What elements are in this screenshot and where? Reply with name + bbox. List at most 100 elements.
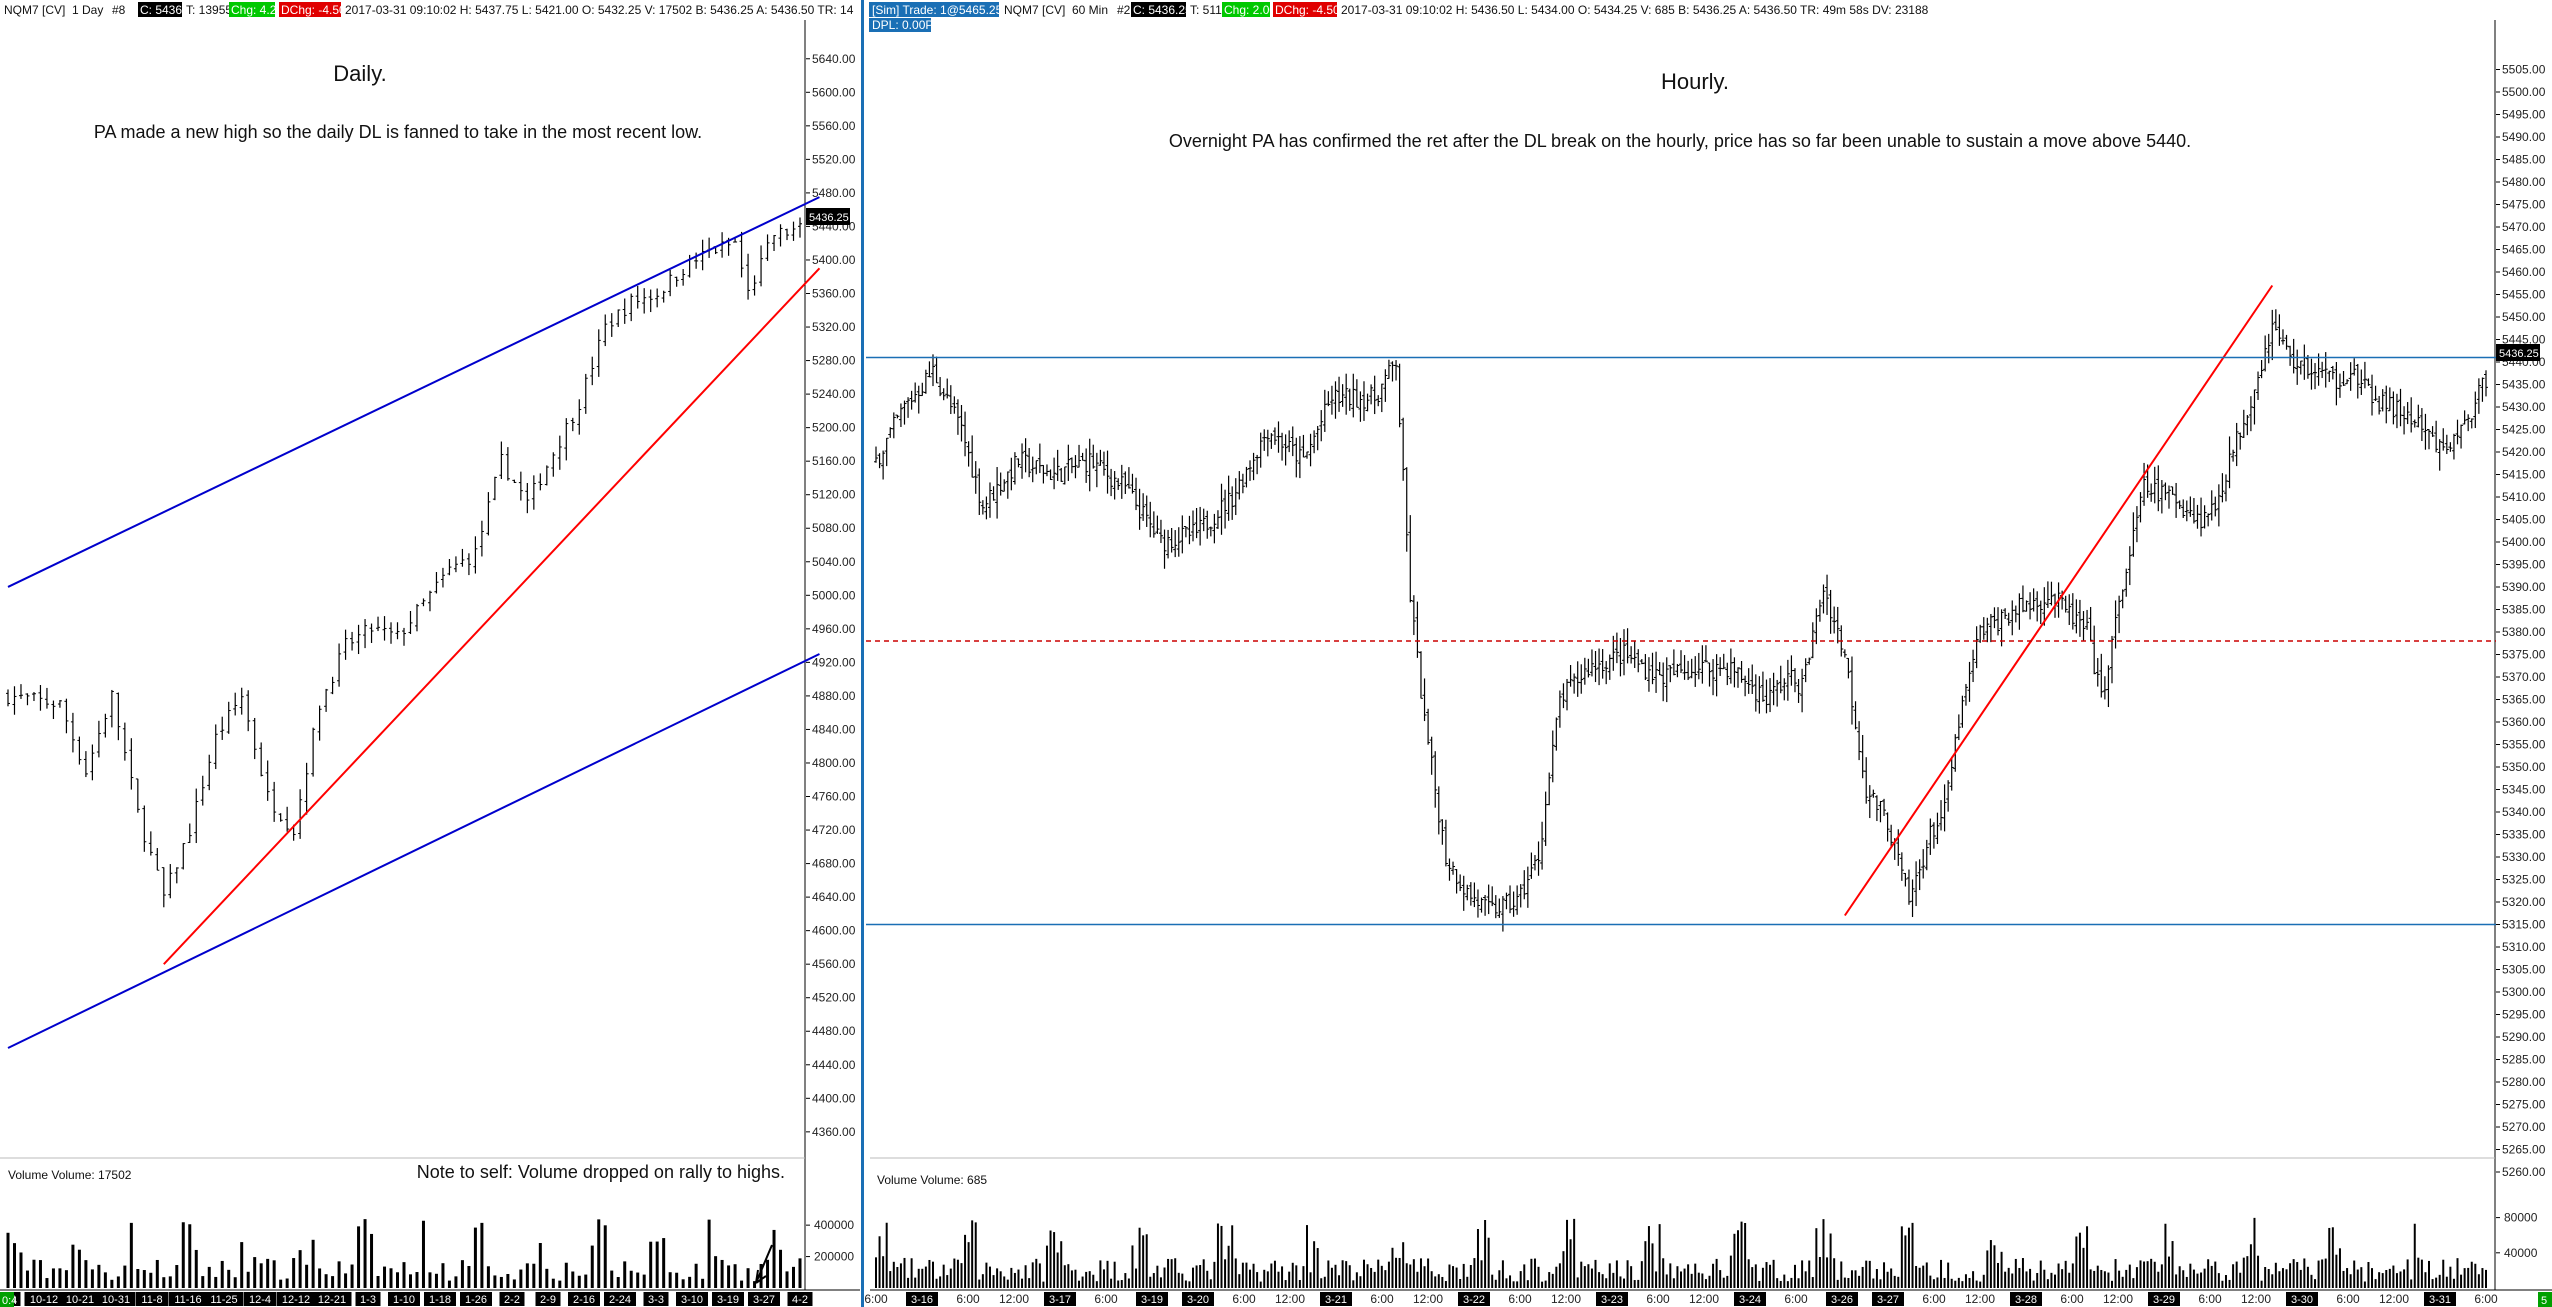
h-price-tick-label: 5315.00 <box>2502 918 2546 932</box>
hourly-volume-bars <box>875 1217 2487 1288</box>
hourly-corner-badge-text: 5 <box>2541 1295 2547 1307</box>
daily-corner-badge: 0:4 <box>0 1292 17 1307</box>
h-date-tick-box <box>1320 1292 1352 1306</box>
h-price-tick-label: 5370.00 <box>2502 670 2546 684</box>
h-price-tick-label: 5270.00 <box>2502 1120 2546 1134</box>
d-price-tick-label: 5240.00 <box>812 387 856 401</box>
h-time-tick-label: 6:00 <box>1922 1292 1946 1306</box>
d-date-tick-label: 3-19 <box>717 1294 739 1306</box>
d-date-tick-label: 2-16 <box>573 1294 595 1306</box>
h-date-tick-label: 3-27 <box>1877 1294 1899 1306</box>
h-price-tick-label: 5445.00 <box>2502 333 2546 347</box>
d-price-tick-label: 4480.00 <box>812 1024 856 1038</box>
hourly-last-price: 5436.25 <box>2499 348 2539 360</box>
h-price-tick-label: 5485.00 <box>2502 153 2546 167</box>
h-date-tick-label: 3-20 <box>1187 1294 1209 1306</box>
hourly-note: Overnight PA has confirmed the ret after… <box>1169 131 2191 151</box>
h-price-tick-label: 5450.00 <box>2502 310 2546 324</box>
hourly-last: C: 5436.25 <box>1133 3 1192 17</box>
d-trendline-channel-upper <box>7 196 820 588</box>
h-time-tick-label: 6:00 <box>2336 1292 2360 1306</box>
h-date-tick-box <box>1136 1292 1168 1306</box>
d-date-tick-box <box>96 1292 136 1306</box>
h-time-tick-label: 6:00 <box>2474 1292 2498 1306</box>
d-price-tick-label: 5000.00 <box>812 588 856 602</box>
h-date-tick-box <box>2286 1292 2318 1306</box>
h-price-tick-label: 5390.00 <box>2502 580 2546 594</box>
daily-tab: #8 <box>112 3 126 17</box>
h-price-tick-label: 5300.00 <box>2502 985 2546 999</box>
d-date-tick-box <box>424 1292 456 1306</box>
h-date-tick-box <box>1596 1292 1628 1306</box>
h-price-tick-label: 5475.00 <box>2502 198 2546 212</box>
h-date-tick-label: 3-30 <box>2291 1294 2313 1306</box>
daily-date-tick-labels: 3-410-1210-2110-3111-811-1611-2512-412-1… <box>0 1292 813 1306</box>
daily-header: NQM7 [CV] 1 Day #8 C: 5436.25 T: 13955 C… <box>4 2 854 17</box>
hourly-ticks: T: 511 <box>1190 3 1222 17</box>
h-date-tick-box <box>2010 1292 2042 1306</box>
d-date-tick-label: 10-12 <box>30 1294 58 1306</box>
d-price-tick-label: 4640.00 <box>812 890 856 904</box>
h-price-tick-label: 5395.00 <box>2502 558 2546 572</box>
d-price-tick-label: 5360.00 <box>812 287 856 301</box>
h-time-tick-label: 6:00 <box>1646 1292 1670 1306</box>
h-time-tick-label: 6:00 <box>1094 1292 1118 1306</box>
d-price-tick-label: 4880.00 <box>812 689 856 703</box>
daily-volume-tick-labels: 400000 200000 <box>806 1218 854 1264</box>
d-date-tick-label: 1-26 <box>465 1294 487 1306</box>
h-price-tick-label: 5260.00 <box>2502 1165 2546 1179</box>
daily-chg: Chg: 4.25 <box>231 3 283 17</box>
h-price-tick-label: 5455.00 <box>2502 288 2546 302</box>
d-date-tick-label: 2-9 <box>540 1294 556 1306</box>
d-price-tick-label: 4800.00 <box>812 756 856 770</box>
h-date-tick-label: 3-21 <box>1325 1294 1347 1306</box>
daily-drawn-lines <box>7 196 821 1049</box>
d-date-tick-label: 3-27 <box>753 1294 775 1306</box>
h-date-tick-label: 3-24 <box>1739 1294 1761 1306</box>
h-price-tick-label: 5340.00 <box>2502 805 2546 819</box>
d-price-tick-label: 4840.00 <box>812 722 856 736</box>
d-date-tick-box <box>676 1292 708 1306</box>
h-time-tick-label: 6:00 <box>1232 1292 1256 1306</box>
d-date-tick-box <box>168 1292 208 1306</box>
h-date-tick-label: 3-26 <box>1831 1294 1853 1306</box>
hourly-chart-panel[interactable]: 5505.00 5500.00 5495.00 5490.00 5485.00 5480.… <box>864 0 2552 1307</box>
d-trendline-channel-lower <box>7 653 820 1049</box>
d-price-tick-label: 5600.00 <box>812 85 856 99</box>
h-price-tick-label: 5495.00 <box>2502 108 2546 122</box>
h-price-tick-label: 5425.00 <box>2502 423 2546 437</box>
h-price-tick-label: 5405.00 <box>2502 513 2546 527</box>
hourly-corner-badge: 5 <box>2538 1292 2552 1307</box>
daily-chart-panel[interactable]: 5640.005600.005560.005520.005480.005440.… <box>0 0 860 1307</box>
h-time-tick-label: 6:00 <box>1370 1292 1394 1306</box>
h-date-tick-box <box>1872 1292 1904 1306</box>
d-date-tick-box <box>204 1292 244 1306</box>
d-date-tick-box <box>136 1292 168 1306</box>
h-time-tick-label: 12:00 <box>2379 1292 2409 1306</box>
h-price-tick-label: 5400.00 <box>2502 535 2546 549</box>
h-time-tick-label: 12:00 <box>1965 1292 1995 1306</box>
d-date-tick-label: 2-2 <box>504 1294 520 1306</box>
h-price-tick-label: 5330.00 <box>2502 850 2546 864</box>
h-date-tick-box <box>906 1292 938 1306</box>
d-price-tick-label: 5040.00 <box>812 555 856 569</box>
d-volume-tick-label: 400000 <box>814 1218 854 1232</box>
daily-symbol: NQM7 [CV] <box>4 3 65 17</box>
h-time-tick-label: 12:00 <box>1413 1292 1443 1306</box>
d-date-tick-label: 2-24 <box>609 1294 631 1306</box>
d-date-tick-box <box>60 1292 100 1306</box>
d-price-tick-label: 4440.00 <box>812 1058 856 1072</box>
d-date-tick-box <box>748 1292 780 1306</box>
daily-last-price: 5436.25 <box>809 212 849 224</box>
hourly-title: Hourly. <box>1661 69 1729 94</box>
hourly-header-stats: 2017-03-31 09:10:02 H: 5436.50 L: 5434.0… <box>1341 3 1929 17</box>
d-price-tick-label: 5320.00 <box>812 320 856 334</box>
h-date-tick-box <box>2148 1292 2180 1306</box>
hourly-chg: Chg: 2.00 <box>1224 3 1276 17</box>
hourly-volume-tick-labels: 80000 40000 <box>2496 1211 2538 1260</box>
daily-dchg: DChg: -4.50 <box>281 3 346 17</box>
d-date-tick-box <box>604 1292 636 1306</box>
hourly-interval: 60 Min <box>1072 3 1108 17</box>
panel-divider[interactable] <box>861 0 864 1307</box>
h-price-tick-label: 5345.00 <box>2502 783 2546 797</box>
